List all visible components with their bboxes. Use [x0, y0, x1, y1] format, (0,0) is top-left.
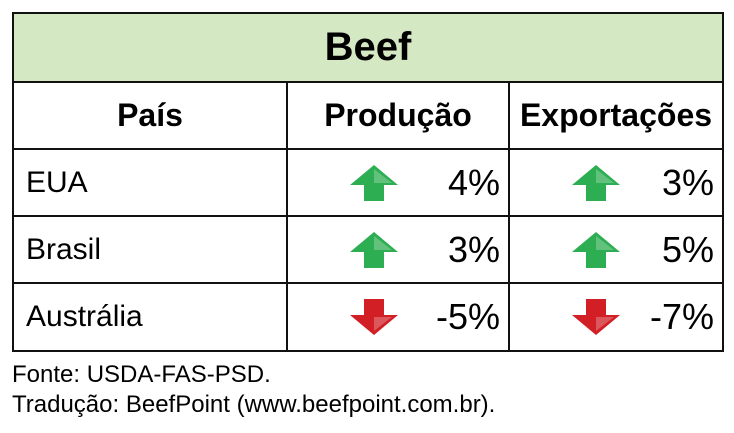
production-cell: -5% — [288, 284, 510, 350]
row-country: EUA — [14, 150, 288, 217]
production-cell: 4% — [288, 150, 510, 217]
arrow-up-icon — [572, 164, 620, 201]
arrow-down-icon — [350, 299, 398, 335]
production-value: 4% — [447, 161, 500, 203]
exports-value: 5% — [661, 228, 714, 270]
arrow-up-icon — [350, 231, 398, 268]
exports-cell: -7% — [510, 284, 722, 350]
header-exports: Exportações — [510, 83, 722, 150]
beef-table: Beef País Produção Exportações EUA 4% 3%… — [12, 12, 724, 352]
table-grid: País Produção Exportações EUA 4% 3% Bras… — [14, 83, 722, 350]
header-production: Produção — [288, 83, 510, 150]
production-value: -5% — [435, 296, 500, 337]
translation-text: Tradução: BeefPoint (www.beefpoint.com.b… — [12, 391, 496, 418]
source-note: Fonte: USDA-FAS-PSD. Tradução: BeefPoint… — [12, 360, 495, 420]
production-value: 3% — [447, 228, 500, 270]
exports-value: 3% — [661, 161, 714, 203]
row-country: Austrália — [14, 284, 288, 350]
exports-cell: 5% — [510, 217, 722, 284]
exports-cell: 3% — [510, 150, 722, 217]
arrow-up-icon — [350, 164, 398, 201]
production-cell: 3% — [288, 217, 510, 284]
header-country: País — [14, 83, 288, 150]
table-title: Beef — [14, 14, 722, 83]
arrow-down-icon — [572, 299, 620, 335]
exports-value: -7% — [649, 296, 714, 337]
source-text: Fonte: USDA-FAS-PSD. — [12, 361, 271, 388]
arrow-up-icon — [572, 231, 620, 268]
row-country: Brasil — [14, 217, 288, 284]
